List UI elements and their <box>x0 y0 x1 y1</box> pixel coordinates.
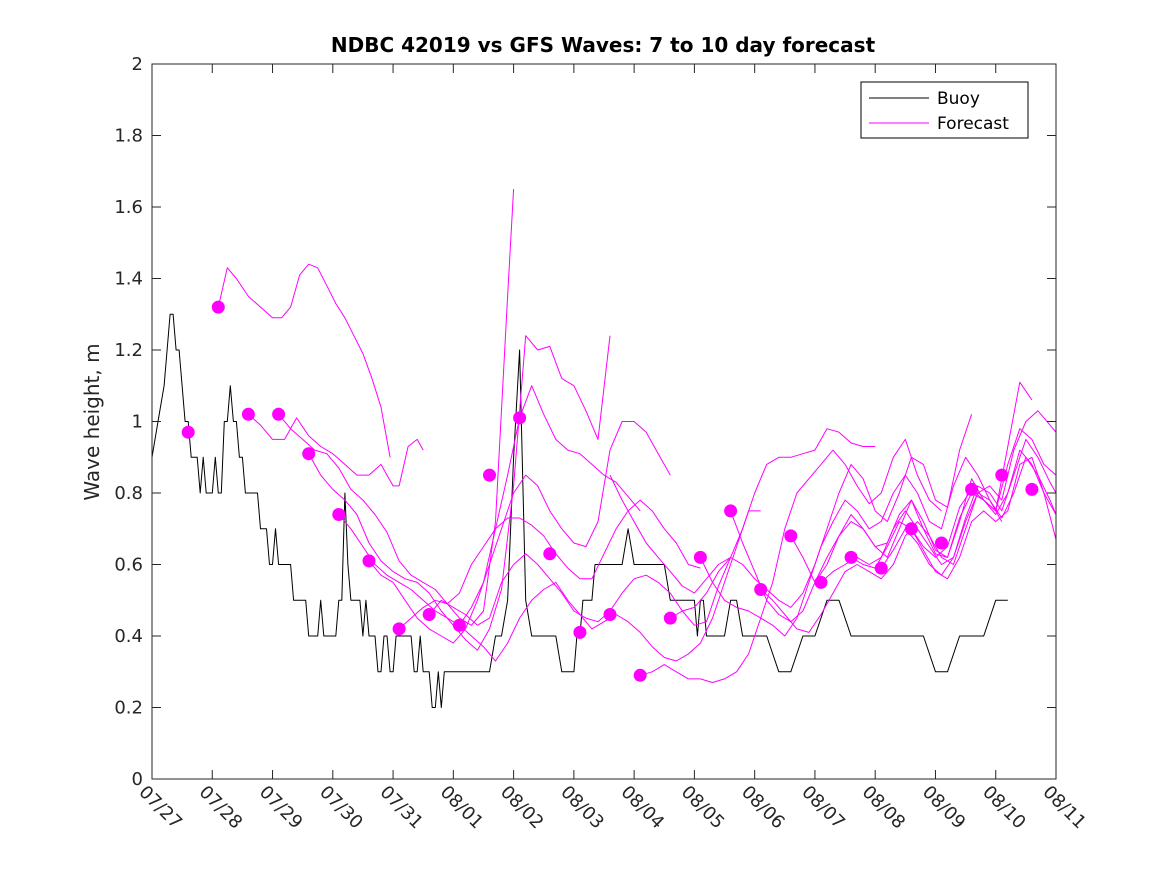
forecast-point <box>603 608 617 621</box>
forecast-point <box>181 425 195 439</box>
y-tick-label: 2 <box>132 54 143 75</box>
forecast-point <box>392 622 406 636</box>
marker-layer <box>181 300 1039 682</box>
forecast-point <box>241 407 255 421</box>
legend: Buoy Forecast <box>860 81 1029 139</box>
forecast-series-line-13 <box>699 456 1003 637</box>
forecast-series-line-7 <box>398 499 701 630</box>
forecast-point <box>874 561 888 575</box>
plot-area <box>152 64 1056 779</box>
forecast-point <box>935 536 948 550</box>
forecast-series-line-1 <box>217 263 391 458</box>
legend-box <box>860 81 1029 139</box>
y-tick-label: 0.2 <box>114 698 143 719</box>
forecast-point <box>272 407 286 421</box>
forecast-series-line-3 <box>278 189 515 626</box>
forecast-series-line-16 <box>790 428 1057 583</box>
forecast-point <box>302 447 316 461</box>
forecast-point <box>483 468 496 482</box>
forecast-point <box>754 583 768 596</box>
y-tick-label: 0.4 <box>114 626 143 647</box>
forecast-series-line-4 <box>308 335 611 651</box>
forecast-series-line-14 <box>730 381 1033 623</box>
buoy-series-line <box>151 313 1008 708</box>
forecast-series-line-6 <box>368 421 671 644</box>
forecast-point <box>693 550 707 564</box>
forecast-point <box>844 550 858 564</box>
y-tick-label: 1.2 <box>114 340 143 361</box>
forecast-point <box>452 618 466 632</box>
forecast-point <box>904 522 918 536</box>
y-tick-label: 0.8 <box>114 483 143 504</box>
forecast-point <box>362 554 376 568</box>
forecast-series-line-11 <box>640 438 942 683</box>
y-tick-label: 1.6 <box>114 197 143 218</box>
forecast-point <box>995 468 1009 482</box>
forecast-point <box>633 668 647 682</box>
y-tick-label: 1 <box>132 412 143 433</box>
forecast-point <box>573 625 587 639</box>
y-axis-label: Wave height, m <box>80 343 104 500</box>
forecast-point <box>1025 482 1039 496</box>
chart-title: NDBC 42019 vs GFS Waves: 7 to 10 day for… <box>331 33 876 57</box>
forecast-point <box>332 508 346 521</box>
y-tick-label: 1.8 <box>114 126 143 147</box>
y-tick-label: 1.4 <box>114 269 143 290</box>
forecast-point <box>663 611 677 625</box>
forecast-series-line-5 <box>338 385 641 626</box>
forecast-series-line-18 <box>850 456 1057 580</box>
forecast-point <box>965 482 979 496</box>
forecast-series-line-2 <box>248 413 424 487</box>
axes-background <box>152 64 1056 779</box>
y-tick-label: 0.6 <box>114 555 143 576</box>
forecast-point <box>814 575 828 589</box>
forecast-series-line-20 <box>910 449 1057 558</box>
forecast-series-line-19 <box>880 456 1057 576</box>
forecast-point <box>543 547 557 561</box>
forecast-point <box>724 504 738 518</box>
forecast-series-line-17 <box>820 438 1057 583</box>
forecast-series-line-10 <box>609 428 876 594</box>
forecast-point <box>513 411 527 425</box>
forecast-point <box>784 529 798 543</box>
forecast-point <box>211 300 225 314</box>
forecast-point <box>422 608 436 621</box>
legend-label-buoy: Buoy <box>937 89 980 109</box>
y-tick-label: 0 <box>132 769 143 790</box>
legend-label-forecast: Forecast <box>937 114 1009 134</box>
